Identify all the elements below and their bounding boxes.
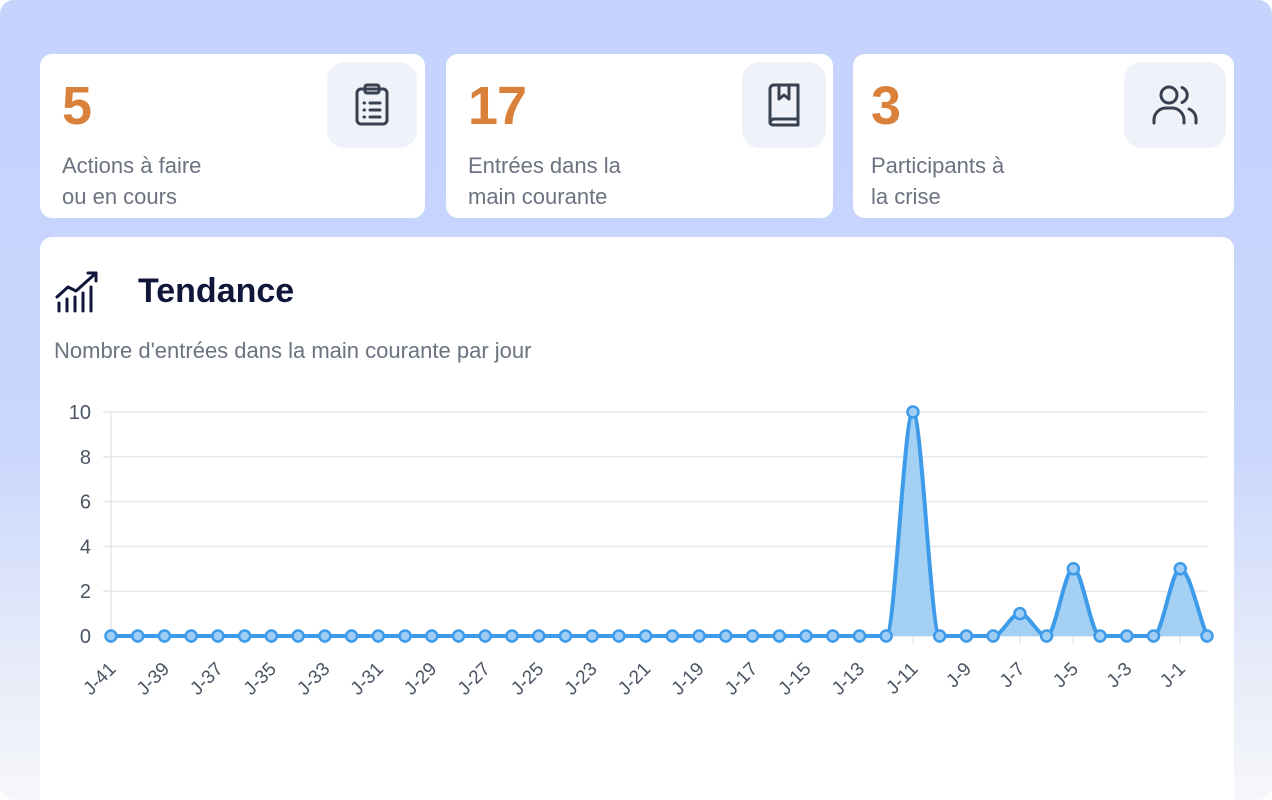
x-tick-label: J-3 [1103,659,1137,693]
data-point [692,629,706,643]
data-point [130,629,145,643]
data-point [398,629,412,643]
data-point [986,629,1000,643]
stat-card-participants[interactable]: 3 Participants à la crise [853,54,1234,218]
data-point [638,629,653,643]
stat-card-entries[interactable]: 17 Entrées dans la main courante [446,54,833,218]
data-point [1120,629,1134,643]
x-tick-label: J-39 [133,659,174,700]
trend-chart: 0 2 4 6 8 10 J-41 J-39 J-37 J-35 J-33 J-31 J-29 J-27 J… [69,402,1214,700]
data-point [879,629,893,643]
data-point [237,629,252,643]
series-line [110,410,1209,638]
x-tick-label: J-13 [828,659,869,700]
data-point [344,629,359,643]
stat-value-participants: 3 [871,76,901,136]
x-tick-label: J-27 [454,659,495,700]
data-point [719,629,733,643]
y-tick-label: 4 [80,536,91,558]
y-tick-label: 10 [69,402,91,424]
data-point [531,629,546,643]
x-tick-label: J-33 [293,659,334,700]
data-point [1146,629,1161,643]
x-tick-label: J-7 [996,659,1030,693]
x-tick-label: J-9 [942,659,976,693]
trend-title: Tendance [138,272,295,310]
series-area [111,412,1207,636]
data-point [318,629,332,643]
x-tick-label: J-37 [186,659,227,700]
x-tick-label: J-35 [240,659,281,700]
trend-card: Tendance Nombre d'entrées dans la main c… [40,237,1234,800]
x-tick-label: J-29 [400,659,441,700]
x-tick-label: J-25 [507,659,548,700]
data-point [157,629,172,643]
stat-value-actions: 5 [62,76,92,136]
data-point [478,629,492,643]
x-tick-label: J-21 [614,659,655,700]
stat-label-participants: Participants à la crise [871,153,1005,209]
x-tick-label: J-5 [1049,659,1083,693]
data-point [1093,629,1107,643]
trend-subtitle: Nombre d'entrées dans la main courante p… [54,338,532,363]
data-point [852,629,867,643]
data-point [1066,562,1081,576]
users-icon [1124,62,1226,148]
clipboard-list-icon [327,62,417,148]
stat-label-actions: Actions à faire ou en cours [62,153,202,209]
y-tick-label: 6 [80,492,91,514]
x-tick-label: J-17 [721,659,762,700]
data-point [558,629,573,643]
data-point [932,629,947,643]
data-point [184,629,198,643]
data-point [505,629,519,643]
stat-label-entries: Entrées dans la main courante [468,153,621,209]
data-point [1013,606,1027,621]
data-point [211,629,225,643]
x-tick-label: J-23 [561,659,602,700]
data-point [585,629,599,643]
data-point [1039,629,1054,643]
x-tick-label: J-1 [1156,659,1190,693]
data-point [264,629,279,643]
x-tick-label: J-15 [775,659,816,700]
data-point [425,629,439,643]
data-point [371,629,386,643]
data-point [799,629,813,643]
data-point [1200,629,1214,643]
data-point [665,629,680,643]
data-point [906,405,920,419]
x-tick-label: J-41 [80,659,121,700]
data-point [772,629,787,643]
data-point [826,629,840,643]
y-tick-label: 2 [80,581,91,603]
data-point [451,629,466,643]
stat-value-entries: 17 [468,76,527,136]
x-tick-label: J-11 [882,659,922,699]
x-tick-label: J-31 [347,659,388,700]
data-point [959,629,974,643]
data-point [291,629,305,643]
data-point [104,629,118,643]
data-point [745,629,760,643]
y-tick-label: 0 [80,626,91,648]
y-tick-label: 8 [80,447,91,469]
x-tick-label: J-19 [668,659,709,700]
book-icon [742,62,826,148]
trending-bars-icon [54,269,100,320]
data-point [1173,562,1188,576]
stat-card-actions[interactable]: 5 Actions à faire ou en cours [40,54,425,218]
data-point [612,629,626,643]
